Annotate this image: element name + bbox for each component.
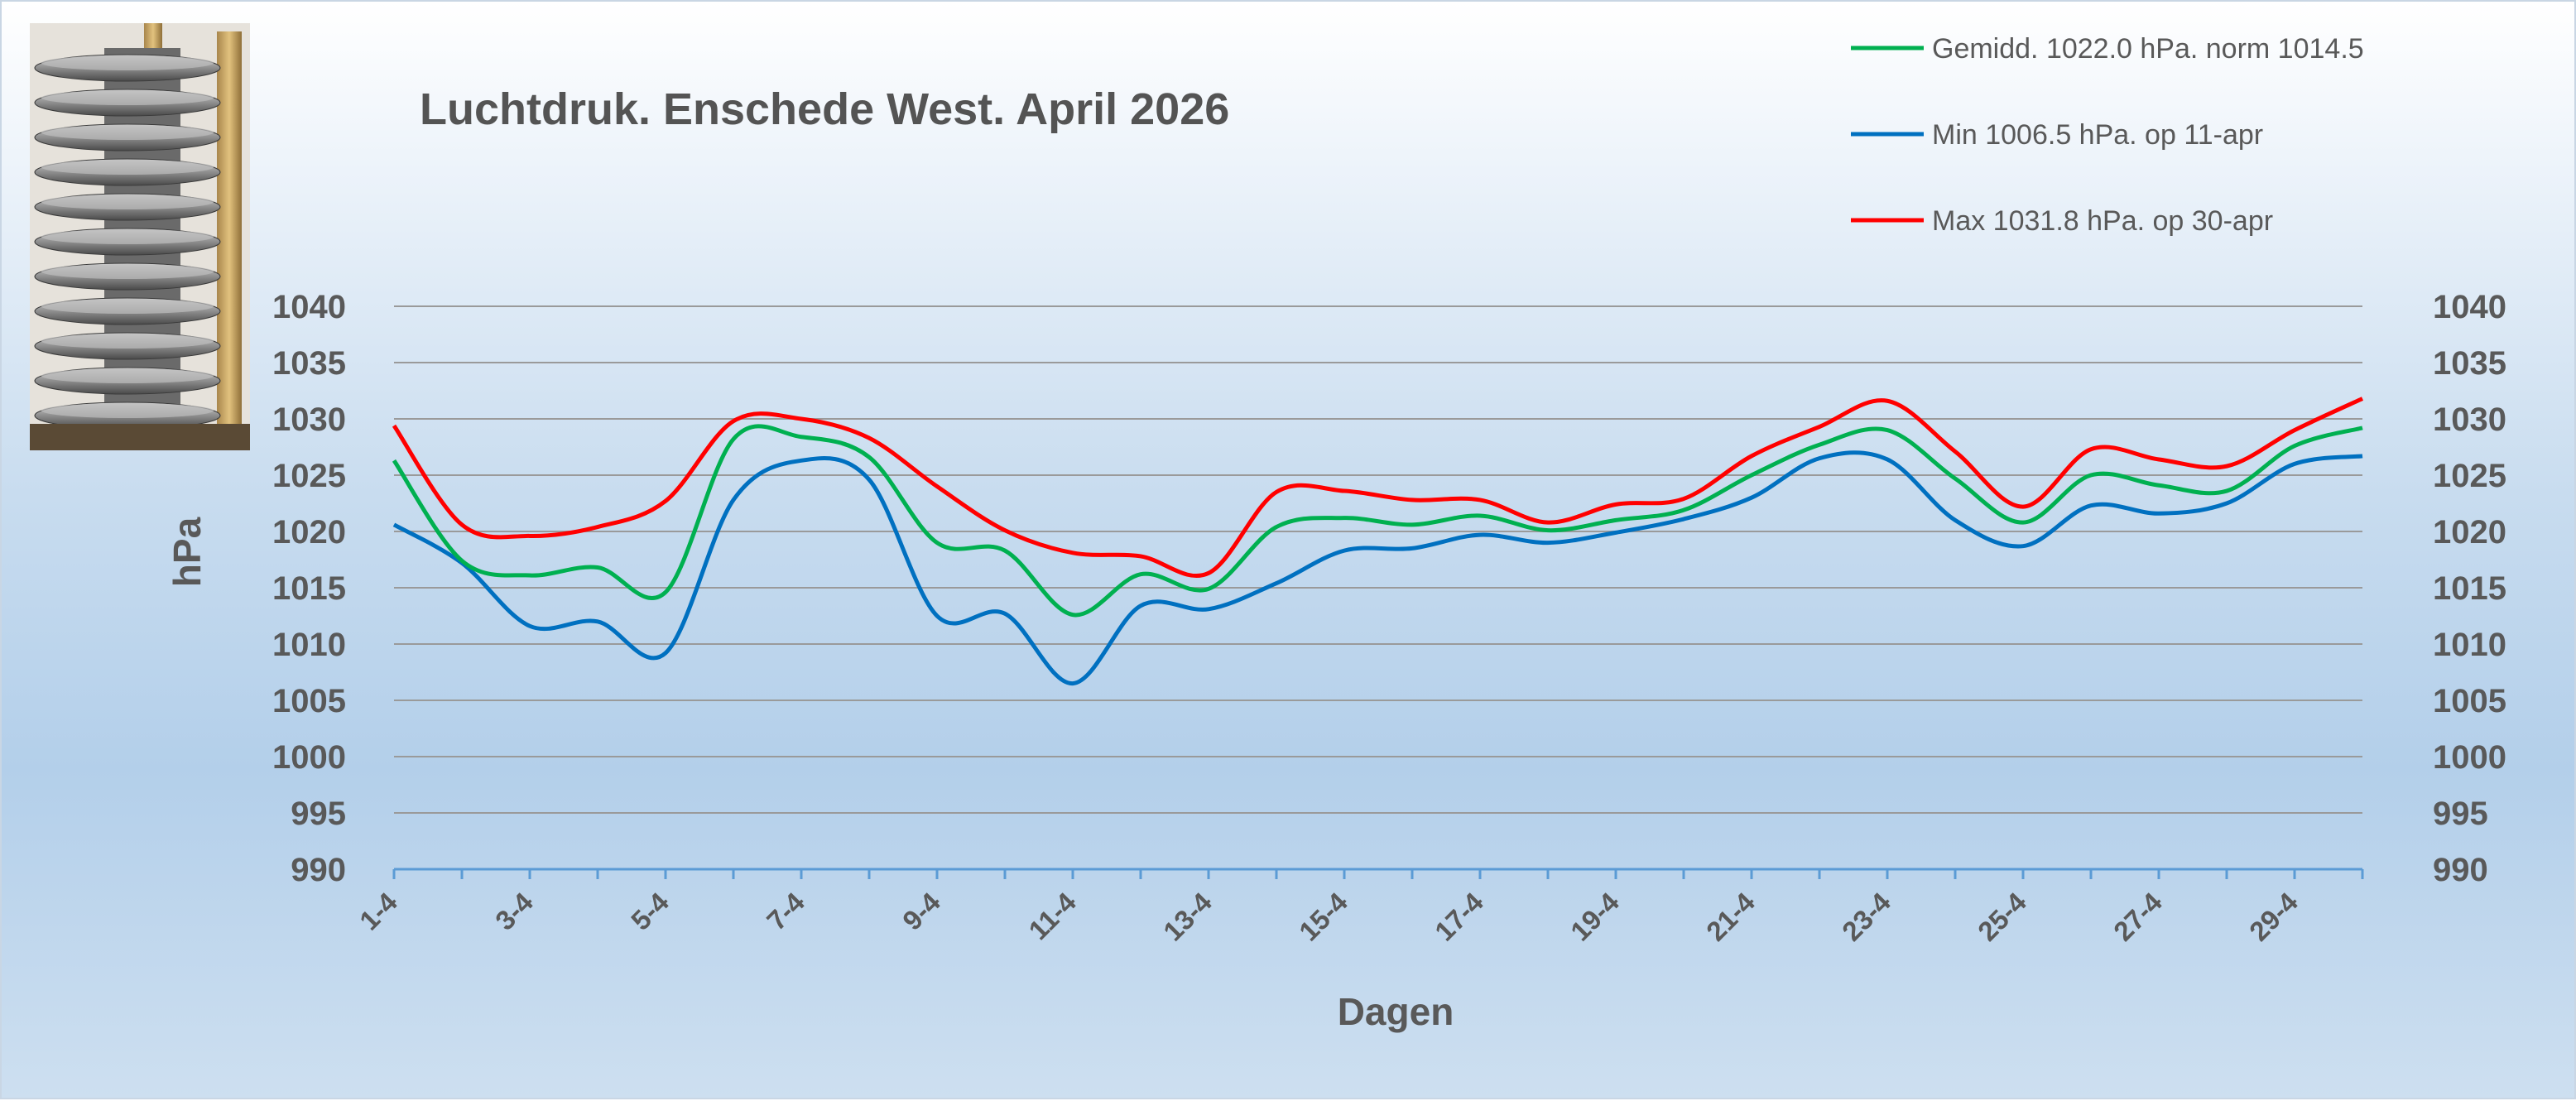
y-axis-title: hPa xyxy=(166,517,209,587)
y-tick-label-left: 1040 xyxy=(272,289,346,325)
gridlines xyxy=(394,305,2362,814)
legend-label: Min 1006.5 hPa. op 11-apr xyxy=(1932,119,2263,151)
series-line-0 xyxy=(392,424,2363,618)
y-tick-label-left: 995 xyxy=(291,796,346,832)
y-tick-label-right: 1015 xyxy=(2433,570,2506,607)
y-tick-label-left: 1005 xyxy=(272,683,346,719)
x-tick-label: 19-4 xyxy=(1564,886,1625,946)
x-tick-label: 11-4 xyxy=(1022,886,1082,945)
y-tick-label-left: 1015 xyxy=(272,570,346,607)
y-tick-label-right: 1030 xyxy=(2433,401,2506,438)
x-tick-label: 9-4 xyxy=(896,886,946,935)
y-tick-label-left: 1020 xyxy=(272,514,346,550)
y-tick-label-left: 1010 xyxy=(272,627,346,663)
x-tick-label: 15-4 xyxy=(1293,886,1353,946)
y-axis-right: 990 995 1000 1005 1010 1015 1020 1025 1030 1035 10… xyxy=(2433,289,2506,888)
legend-label: Max 1031.8 hPa. op 30-apr xyxy=(1932,205,2273,237)
y-tick-label-right: 990 xyxy=(2433,852,2488,888)
y-axis-left: 990 995 1000 1005 1010 1015 1020 1025 1030 1035 10… xyxy=(272,289,346,888)
x-tick-label: 1-4 xyxy=(353,886,403,935)
y-tick-label-left: 1030 xyxy=(272,401,346,438)
x-tick-label: 21-4 xyxy=(1700,886,1761,946)
series-line-1 xyxy=(392,450,2363,686)
series-line-2 xyxy=(392,397,2364,579)
x-tick-label: 13-4 xyxy=(1157,886,1218,946)
x-tick-label: 7-4 xyxy=(761,886,810,935)
x-tick-label: 23-4 xyxy=(1836,886,1896,946)
y-tick-label-right: 1035 xyxy=(2433,345,2506,382)
x-tick-label: 29-4 xyxy=(2243,886,2304,946)
x-tick-label: 5-4 xyxy=(625,886,675,935)
x-tick-label: 3-4 xyxy=(489,886,539,935)
y-tick-label-left: 1025 xyxy=(272,458,346,494)
y-tick-label-right: 1025 xyxy=(2433,458,2506,494)
y-tick-label-right: 1010 xyxy=(2433,627,2506,663)
series-lines xyxy=(392,397,2364,686)
y-tick-label-left: 990 xyxy=(291,852,346,888)
y-tick-label-right: 1020 xyxy=(2433,514,2506,550)
x-axis: 1-4 3-4 5-4 7-4 9-4 11-4 13-4 15-4 17-4 19-4 21-4 2… xyxy=(353,868,2364,947)
x-tick-label: 25-4 xyxy=(1972,886,2032,946)
y-tick-label-left: 1035 xyxy=(272,345,346,382)
y-tick-label-right: 995 xyxy=(2433,796,2488,832)
barometer-photo xyxy=(30,23,250,450)
y-tick-label-left: 1000 xyxy=(272,739,346,776)
chart-title: Luchtdruk. Enschede West. April 2026 xyxy=(420,84,1229,134)
legend: Gemidd. 1022.0 hPa. norm 1014.5 Min 1006.… xyxy=(1851,33,2364,237)
y-tick-label-right: 1000 xyxy=(2433,739,2506,776)
y-tick-label-right: 1005 xyxy=(2433,683,2506,719)
y-tick-label-right: 1040 xyxy=(2433,289,2506,325)
x-axis-title: Dagen xyxy=(1338,990,1454,1033)
x-tick-label: 17-4 xyxy=(1429,886,1489,946)
legend-label: Gemidd. 1022.0 hPa. norm 1014.5 xyxy=(1932,33,2364,65)
x-tick-label: 27-4 xyxy=(2107,886,2168,946)
